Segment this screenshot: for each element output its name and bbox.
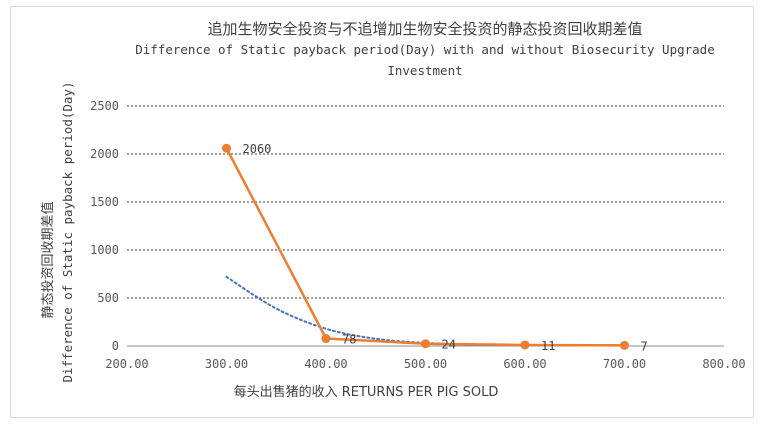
data-point-400 (321, 334, 331, 344)
x-axis-ticks: 200.00 300.00 400.00 500.00 600.00 700.00 800.… (105, 357, 745, 371)
y-tick-label-2500: 2500 (90, 99, 119, 113)
data-label-500: 24 (442, 338, 456, 352)
x-tick-label-400.00: 400.00 (304, 357, 347, 371)
chart-frame (10, 6, 754, 418)
chart-title: 追加生物安全投资与不追增加生物安全投资的静态投资回收期差值 (207, 20, 642, 38)
x-axis-title: 每头出售猪的收入 RETURNS PER PIG SOLD (234, 384, 499, 400)
chart-subtitle-cont: Investment (387, 63, 462, 78)
y-axis-title-en: Difference of Static payback period(Day) (60, 81, 75, 382)
y-tick-label-0: 0 (112, 339, 119, 353)
data-point-700 (620, 340, 629, 350)
data-point-600 (520, 340, 530, 350)
x-tick-label-800.00: 800.00 (702, 357, 745, 371)
x-tick-label-700.00: 700.00 (603, 357, 646, 371)
y-tick-label-1500: 1500 (90, 195, 119, 209)
trendline-layer (225, 275, 626, 347)
x-tick-label-600.00: 600.00 (503, 357, 546, 371)
y-axis-title: 静态投资回收期差值 (40, 201, 56, 318)
x-tick-label-200.00: 200.00 (105, 357, 148, 371)
data-point-500 (421, 339, 430, 349)
x-tick-label-300.00: 300.00 (205, 357, 248, 371)
data-label-700: 7 (641, 339, 648, 353)
y-tick-label-500: 500 (97, 291, 119, 305)
chart-subtitle: Difference of Static payback period(Day)… (135, 42, 714, 57)
data-label-600: 11 (541, 339, 555, 353)
data-point-300 (222, 143, 231, 153)
data-label-400: 78 (342, 333, 356, 347)
x-tick-label-500.00: 500.00 (404, 357, 447, 371)
y-tick-label-1000: 1000 (90, 243, 119, 257)
series-layer (222, 143, 629, 350)
trendline (225, 275, 626, 347)
y-tick-label-2000: 2000 (90, 147, 119, 161)
data-labels: 2060 78 24 11 7 (243, 142, 648, 353)
series-line (225, 147, 625, 347)
y-axis-ticks: 0 500 1000 1500 2000 2500 (90, 99, 119, 353)
gridlines (127, 105, 724, 347)
data-label-300: 2060 (243, 142, 272, 156)
